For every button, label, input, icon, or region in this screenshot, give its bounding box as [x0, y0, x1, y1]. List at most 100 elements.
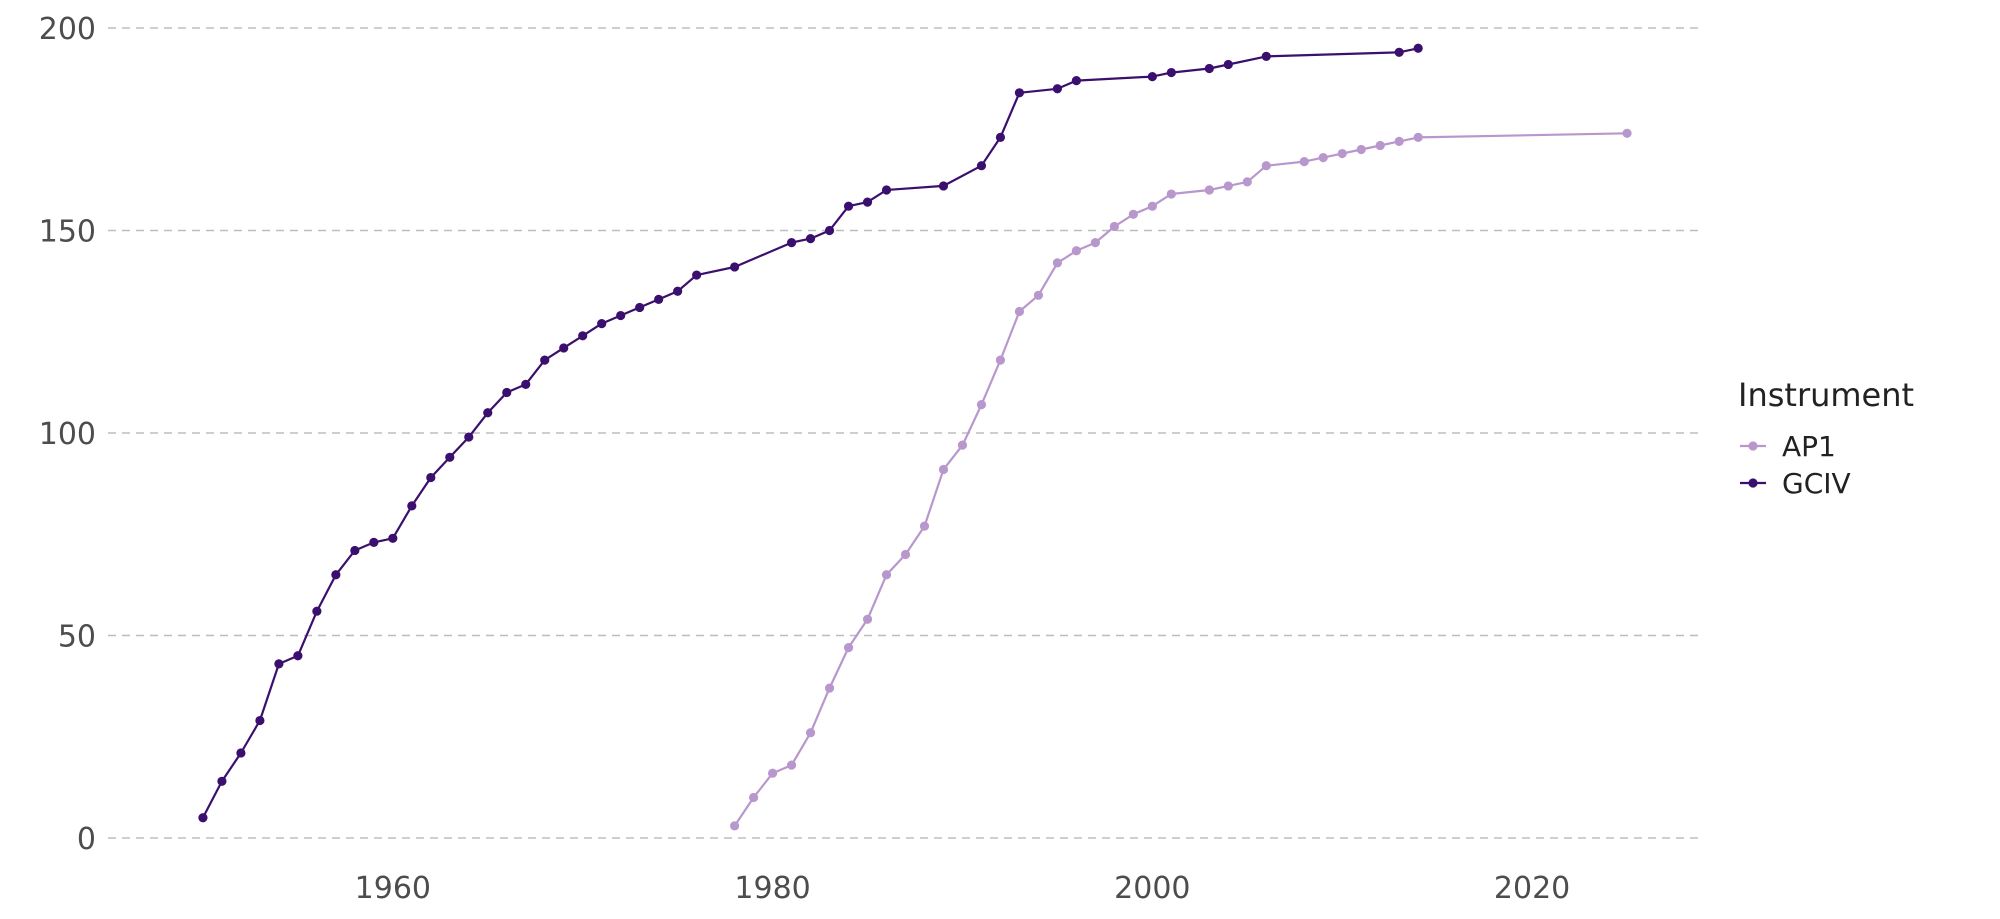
data-point-gciv	[426, 472, 436, 483]
x-tick-label: 2020	[1494, 871, 1570, 906]
legend-key-point	[1748, 441, 1758, 451]
data-point-gciv	[1413, 43, 1423, 53]
data-point-gciv	[255, 715, 265, 726]
data-point-ap1	[995, 355, 1006, 365]
data-point-gciv	[559, 343, 569, 353]
data-point-ap1	[1356, 144, 1366, 155]
y-tick-label: 200	[39, 12, 96, 47]
data-point-gciv	[540, 355, 550, 365]
data-point-gciv	[938, 181, 949, 191]
x-axis-ticks: 1960 1980 2000 2020	[355, 871, 1571, 906]
data-point-gciv	[578, 331, 588, 341]
data-point-gciv	[692, 270, 702, 280]
data-point-gciv	[369, 537, 379, 547]
x-tick-label: 1960	[355, 871, 431, 906]
y-tick-label: 0	[77, 822, 96, 857]
series-ap1	[730, 128, 1632, 831]
data-point-gciv	[862, 197, 873, 207]
data-point-gciv	[635, 302, 645, 313]
data-point-ap1	[1318, 153, 1328, 163]
data-point-gciv	[445, 452, 455, 462]
data-point-gciv	[881, 185, 892, 195]
legend-label: GCIV	[1782, 467, 1851, 500]
data-point-ap1	[919, 521, 930, 531]
data-point-ap1	[1033, 290, 1044, 300]
data-point-gciv	[654, 294, 664, 304]
legend-title: Instrument	[1738, 376, 1914, 414]
data-point-gciv	[312, 606, 322, 616]
data-point-ap1	[1299, 157, 1309, 167]
data-point-gciv	[843, 201, 854, 211]
data-point-ap1	[843, 643, 854, 653]
legend-item-gciv: GCIV	[1740, 467, 1851, 500]
data-point-ap1	[1147, 201, 1157, 211]
data-point-ap1	[1337, 148, 1347, 159]
y-axis-ticks: 0 50 100 150 200	[39, 12, 96, 857]
data-point-gciv	[331, 570, 341, 580]
data-point-ap1	[976, 400, 987, 410]
legend-label: AP1	[1782, 430, 1836, 463]
data-point-ap1	[824, 683, 835, 693]
data-point-gciv	[786, 238, 797, 248]
data-point-ap1	[938, 464, 949, 475]
data-point-gciv	[1166, 67, 1176, 78]
gridlines	[108, 27, 1703, 839]
data-point-ap1	[1014, 306, 1025, 317]
data-point-ap1	[748, 792, 759, 803]
data-point-gciv	[350, 545, 360, 556]
data-point-ap1	[881, 570, 892, 580]
data-point-gciv	[236, 748, 246, 758]
data-point-ap1	[805, 728, 816, 738]
data-point-gciv	[976, 161, 987, 171]
data-point-gciv	[464, 432, 474, 442]
data-point-ap1	[900, 549, 911, 560]
data-point-ap1	[1090, 238, 1100, 248]
series-layer	[198, 43, 1632, 831]
data-point-gciv	[1071, 76, 1081, 86]
data-point-gciv	[407, 501, 417, 511]
data-point-gciv	[217, 776, 227, 786]
data-point-ap1	[1071, 246, 1081, 256]
data-point-ap1	[1109, 221, 1119, 232]
series-line-ap1	[733, 132, 1628, 827]
data-point-ap1	[1128, 209, 1138, 219]
data-point-ap1	[1204, 185, 1214, 195]
data-point-gciv	[1014, 88, 1025, 98]
data-point-gciv	[730, 262, 740, 272]
y-tick-label: 100	[39, 417, 96, 452]
x-tick-label: 1980	[734, 871, 810, 906]
data-point-ap1	[767, 768, 778, 778]
data-point-ap1	[1375, 140, 1385, 151]
y-tick-label: 50	[58, 620, 96, 655]
data-point-ap1	[1242, 177, 1252, 187]
legend-key-point	[1748, 478, 1758, 488]
data-point-ap1	[786, 760, 797, 770]
data-point-gciv	[616, 310, 626, 321]
data-point-gciv	[1394, 47, 1404, 57]
data-point-ap1	[1223, 181, 1233, 191]
data-point-gciv	[995, 132, 1006, 142]
data-point-gciv	[1052, 84, 1063, 94]
data-point-ap1	[1413, 132, 1423, 142]
series-gciv	[198, 43, 1423, 823]
legend-item-ap1: AP1	[1740, 430, 1836, 463]
data-point-ap1	[1394, 136, 1404, 146]
data-point-gciv	[521, 379, 531, 389]
legend: Instrument AP1 GCIV	[1738, 376, 1914, 500]
data-point-gciv	[1223, 59, 1233, 70]
data-point-gciv	[274, 659, 284, 669]
data-point-ap1	[957, 440, 968, 450]
data-point-gciv	[388, 533, 398, 543]
data-point-gciv	[1261, 51, 1271, 61]
data-point-gciv	[1204, 63, 1214, 74]
data-point-gciv	[483, 408, 493, 418]
data-point-gciv	[805, 234, 816, 244]
data-point-ap1	[862, 614, 873, 624]
data-point-gciv	[293, 651, 303, 661]
data-point-gciv	[1147, 72, 1157, 82]
legend-items: AP1 GCIV	[1740, 430, 1851, 500]
data-point-gciv	[198, 813, 208, 823]
data-point-gciv	[597, 319, 607, 329]
data-point-ap1	[730, 821, 740, 831]
